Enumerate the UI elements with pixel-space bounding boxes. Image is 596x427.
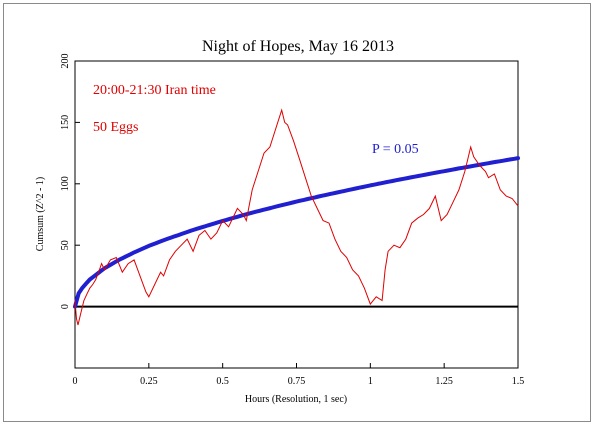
p-value-annotation: P = 0.05	[372, 142, 419, 157]
x-axis-ticks: 0 0.25 0.5 0.75 1 1.25 1.5	[73, 363, 525, 387]
x-tick-label: 0.25	[140, 376, 158, 387]
x-tick-label: 0.5	[216, 376, 229, 387]
x-tick-label: 1	[368, 376, 373, 387]
y-tick-label: 150	[60, 115, 71, 130]
figure-frame	[3, 3, 591, 422]
y-tick-label: 0	[60, 304, 71, 309]
plot-area	[74, 60, 519, 369]
p-value-envelope-line	[73, 156, 520, 309]
x-tick-label: 1.5	[512, 376, 525, 387]
x-tick-label: 0	[73, 376, 78, 387]
x-tick-label: 1.25	[435, 376, 453, 387]
y-axis-ticks: 0 50 100 150 200	[60, 54, 80, 309]
x-tick-label: 0.75	[288, 376, 306, 387]
y-axis-label: Cumsum (Z^2 - 1)	[35, 177, 46, 251]
y-tick-label: 200	[60, 54, 71, 69]
time-range-annotation: 20:00-21:30 Iran time	[93, 83, 216, 98]
cumsum-series-line	[74, 108, 519, 326]
y-tick-label: 50	[60, 240, 71, 250]
chart-title: Night of Hopes, May 16 2013	[202, 38, 394, 55]
eggs-count-annotation: 50 Eggs	[93, 120, 139, 135]
y-tick-label: 100	[60, 176, 71, 191]
x-axis-label: Hours (Resolution, 1 sec)	[245, 394, 347, 405]
